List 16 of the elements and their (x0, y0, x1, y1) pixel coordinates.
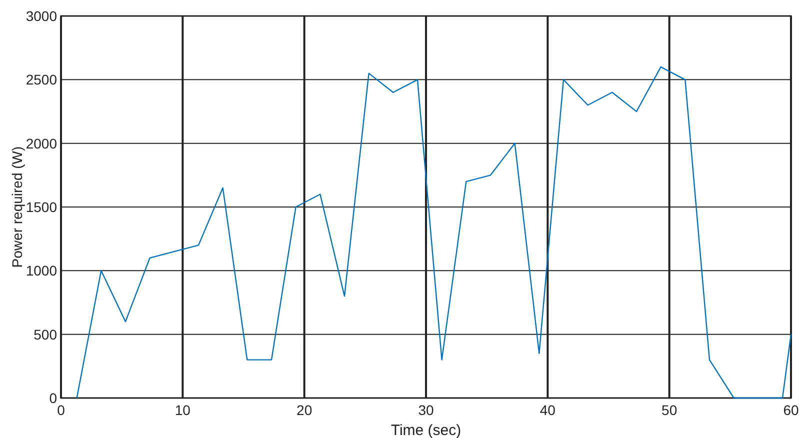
y-tick-label: 3000 (26, 8, 58, 24)
y-tick-label: 1000 (26, 262, 58, 279)
x-tick-label: 30 (418, 402, 434, 418)
y-tick-label: 500 (34, 326, 58, 342)
x-tick-label: 20 (296, 402, 312, 418)
y-tick-label: 1500 (26, 199, 58, 215)
x-tick-label: 10 (174, 402, 191, 418)
y-tick-label: 0 (49, 390, 58, 406)
x-tick-label: 50 (662, 402, 678, 418)
x-tick-label: 60 (783, 402, 799, 418)
line-series (76, 66, 792, 399)
y-axis-title: Power required (W) (9, 146, 25, 268)
y-tick-label: 2000 (26, 135, 58, 152)
x-axis-title: Time (sec) (390, 422, 462, 438)
y-tick-label: 2500 (26, 72, 58, 88)
x-tick-label: 40 (540, 402, 556, 418)
